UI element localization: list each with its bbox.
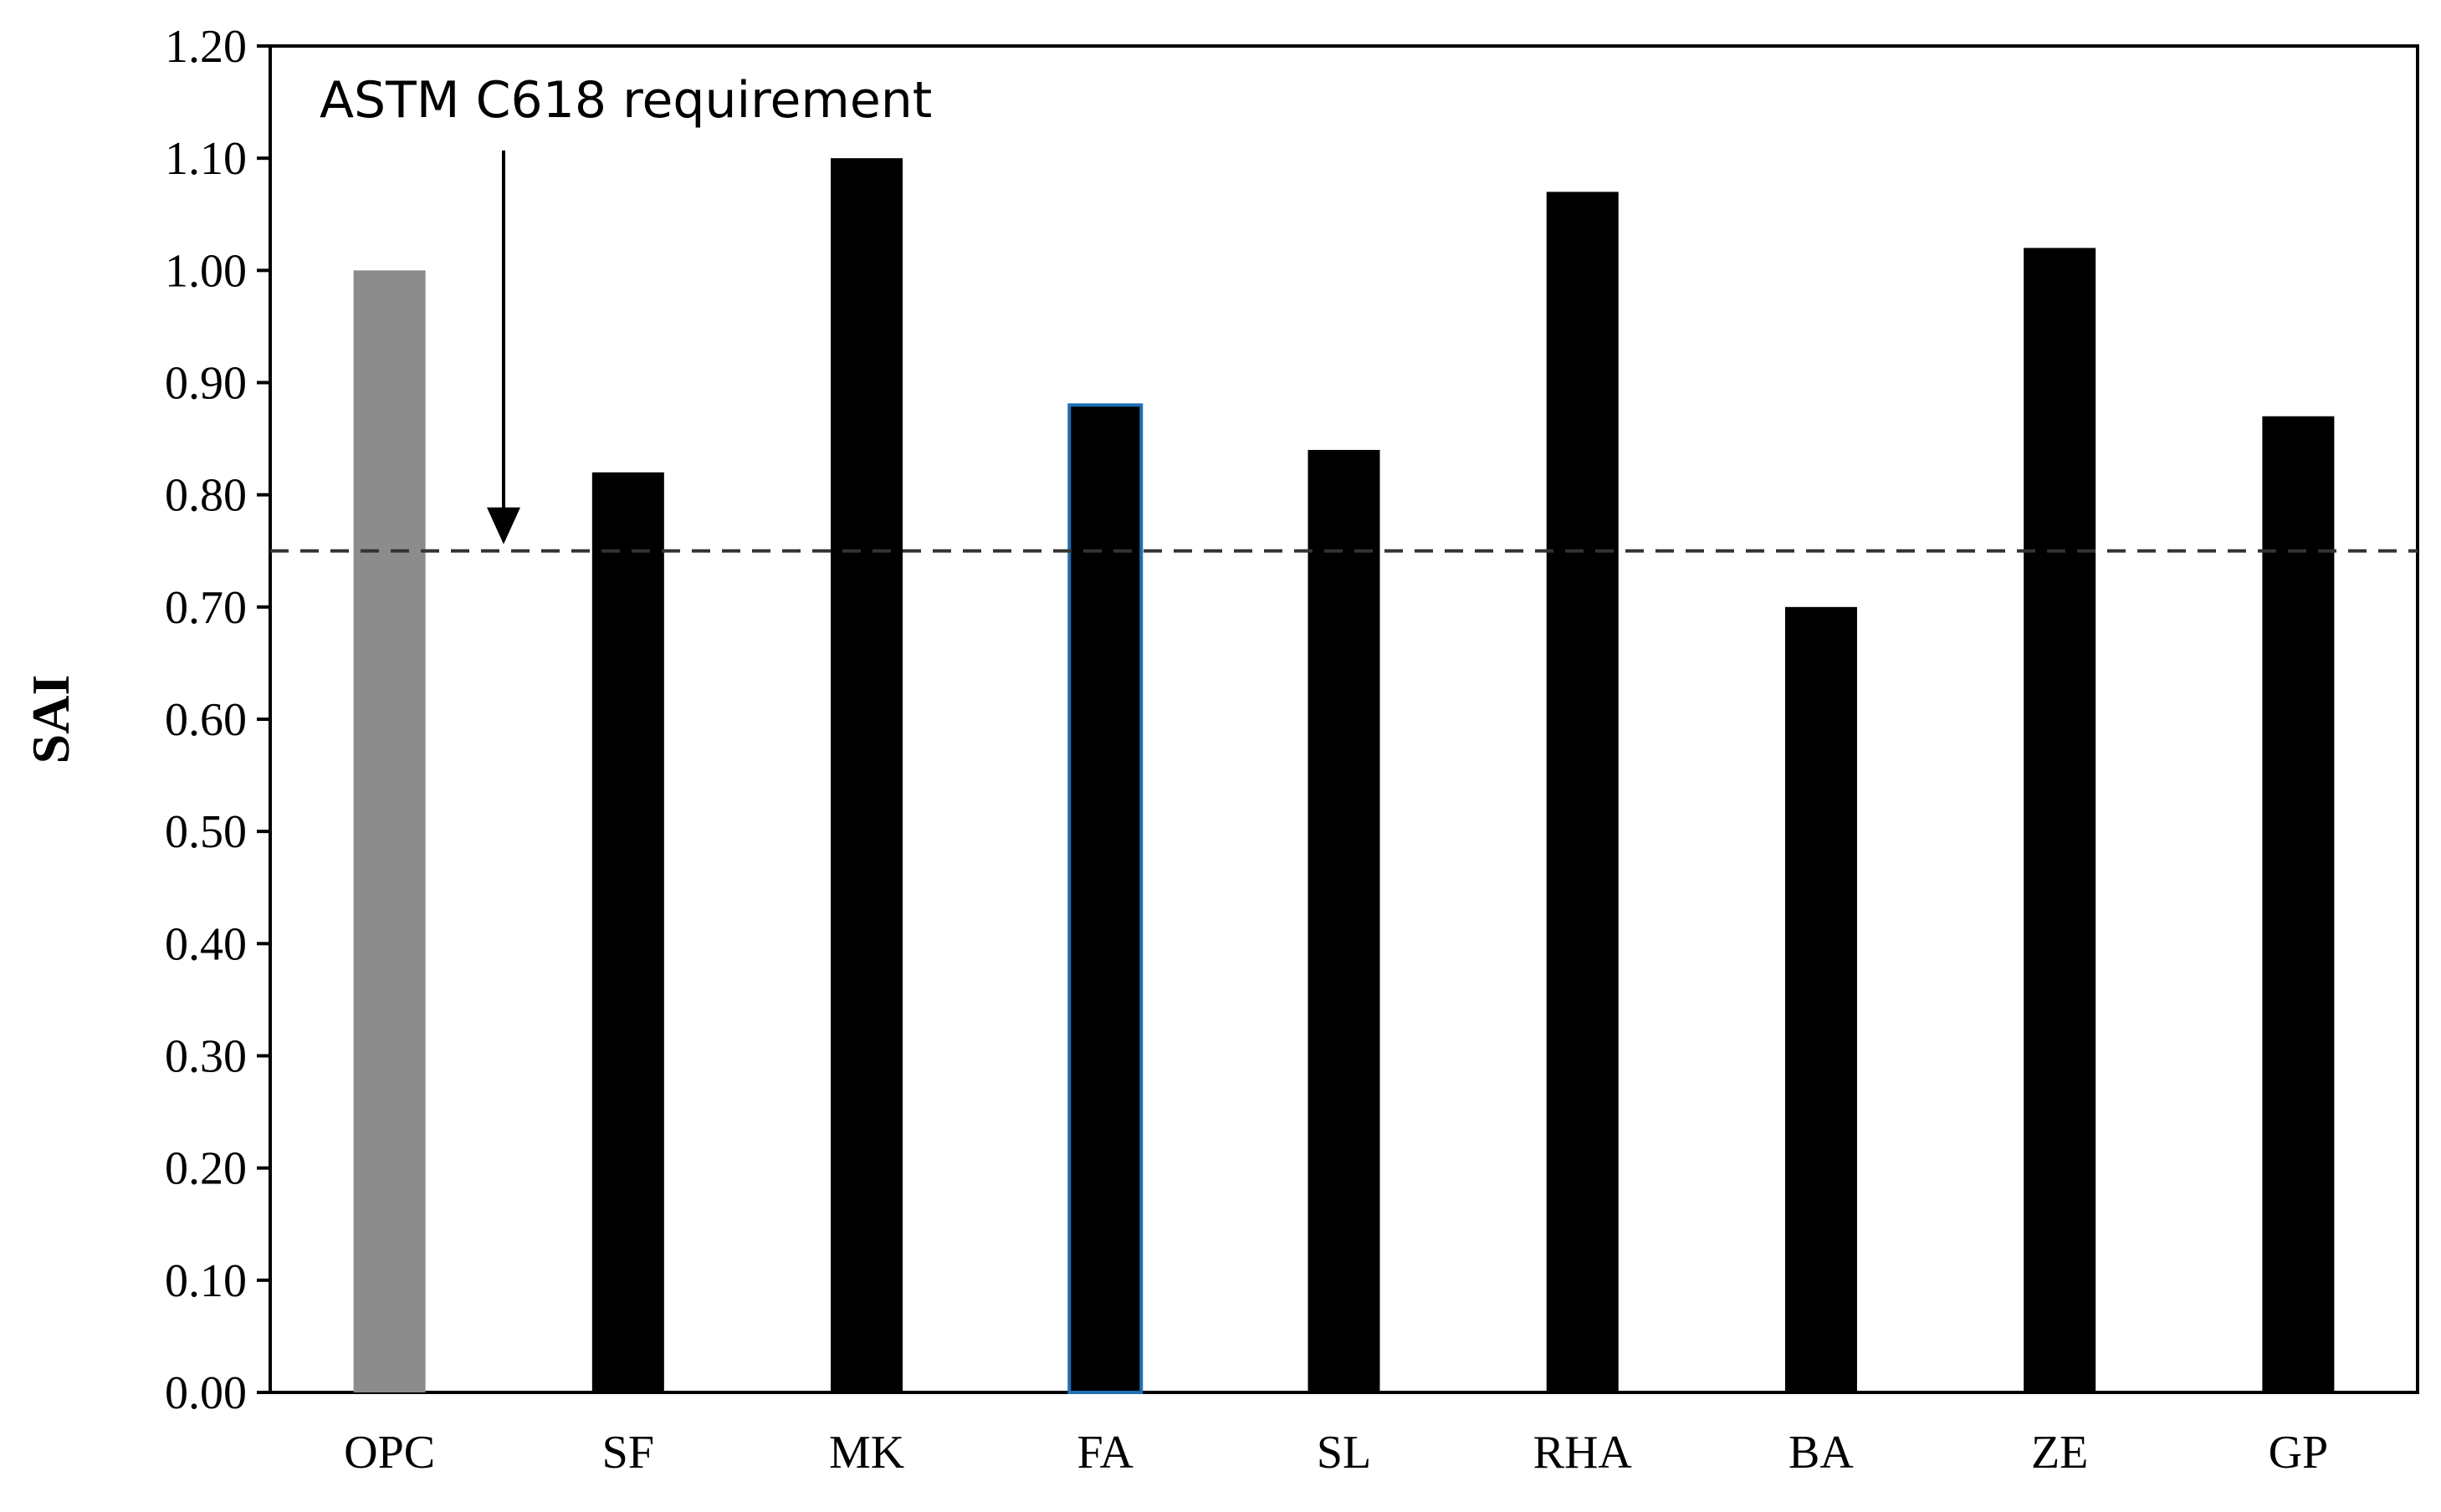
bar-rha <box>1546 192 1619 1393</box>
x-tick-label-rha: RHA <box>1533 1427 1633 1479</box>
y-axis-ticks: 0.00 0.10 0.20 0.30 0.40 0.50 0.60 0.70 0.80 0.90… <box>165 21 270 1419</box>
x-tick-label-ze: ZE <box>2031 1427 2088 1479</box>
y-tick-label: 0.70 <box>165 582 247 634</box>
x-tick-label-ba: BA <box>1789 1427 1854 1479</box>
x-tick-label-sf: SF <box>602 1427 654 1479</box>
bar-gp <box>2262 416 2335 1392</box>
y-tick-label: 0.00 <box>165 1367 247 1419</box>
y-axis-title: SAI <box>21 675 80 764</box>
x-tick-label-gp: GP <box>2269 1427 2329 1479</box>
x-tick-label-opc: OPC <box>344 1427 435 1479</box>
y-tick-label: 0.40 <box>165 918 247 970</box>
y-tick-label: 1.00 <box>165 245 247 297</box>
bar-fa <box>1067 403 1144 1394</box>
bars-group <box>353 158 2335 1394</box>
bar-sf <box>591 472 664 1393</box>
x-tick-label-mk: MK <box>829 1427 904 1479</box>
y-tick-label: 0.90 <box>165 358 247 410</box>
y-tick-label: 0.20 <box>165 1143 247 1195</box>
bar-ba <box>1784 606 1857 1392</box>
x-tick-label-sl: SL <box>1317 1427 1371 1479</box>
y-tick-label: 0.80 <box>165 470 247 522</box>
annotation-label: ASTM C618 requirement <box>320 71 932 130</box>
bar-ze <box>2024 248 2096 1392</box>
y-tick-label: 0.50 <box>165 806 247 858</box>
x-tick-label-fa: FA <box>1077 1427 1134 1479</box>
y-tick-label: 1.10 <box>165 133 247 185</box>
y-tick-label: 0.10 <box>165 1255 247 1307</box>
bar-sl <box>1307 450 1380 1392</box>
y-tick-label: 0.30 <box>165 1031 247 1083</box>
x-axis-ticks: OPC SF MK FA SL RHA BA ZE GP <box>344 1427 2328 1479</box>
annotation-arrow-head <box>487 507 520 544</box>
y-tick-label: 1.20 <box>165 21 247 73</box>
bar-mk <box>831 158 903 1393</box>
y-tick-label: 0.60 <box>165 694 247 746</box>
bar-opc <box>353 270 426 1392</box>
